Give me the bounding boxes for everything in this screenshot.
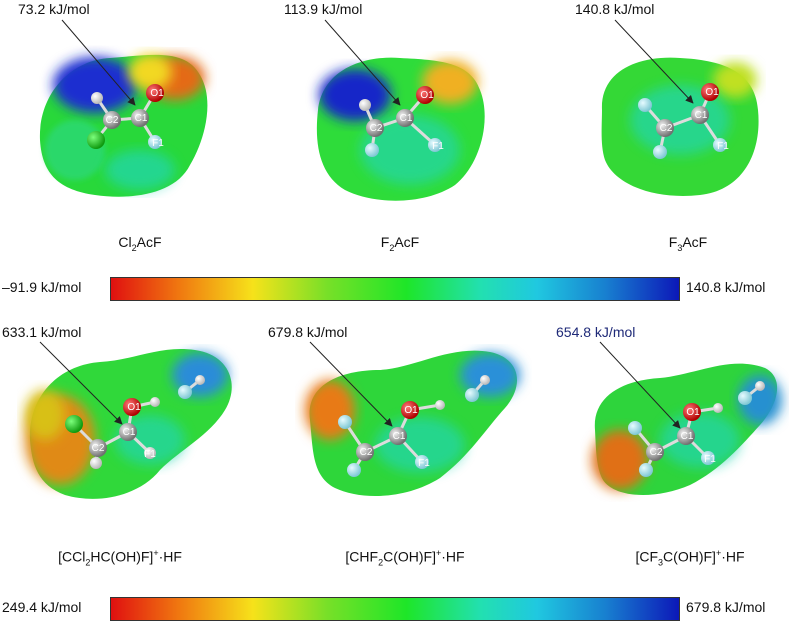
energy-label-cl2acf: 73.2 kJ/mol [18, 1, 90, 17]
energy-label-ccl2: 633.1 kJ/mol [2, 324, 82, 340]
atom-label-c2: C2 [660, 123, 673, 134]
atom-label-f1: F1 [152, 138, 164, 149]
atom-label-c2: C2 [92, 443, 105, 454]
molecule-name-f3acf: F3AcF [668, 234, 708, 253]
scale-top-min-label: –91.9 kJ/mol [2, 279, 82, 295]
surface-chf2cohf-hf [305, 350, 520, 497]
molecule-name-ccl2hcohf-hf: [CCl2HC(OH)F]+·HF [58, 548, 182, 568]
energy-label-chf2: 679.8 kJ/mol [268, 324, 348, 340]
color-scale-bottom [110, 597, 680, 621]
scale-bottom-min-label: 249.4 kJ/mol [2, 599, 82, 615]
surface-f2acf [316, 57, 485, 201]
atom-label-f1: F1 [432, 141, 444, 152]
scale-top-max-label: 140.8 kJ/mol [686, 279, 766, 295]
atom-label-o1: O1 [404, 405, 418, 416]
atom-label-o1: O1 [686, 407, 700, 418]
atom-labels: O1 C1 C2 F1 O1 C1 C2 F1 O1 C1 C2 F1 O1 C… [92, 87, 730, 469]
atom-label-c1: C1 [135, 113, 148, 124]
atom-label-c1: C1 [400, 113, 413, 124]
scale-bottom-max-label: 679.8 kJ/mol [686, 599, 766, 615]
atom-label-f1: F1 [144, 449, 156, 460]
atom-label-o1: O1 [705, 87, 719, 98]
energy-label-cf3: 654.8 kJ/mol [556, 324, 636, 340]
atom-label-c2: C2 [360, 447, 373, 458]
atom-label-c1: C1 [681, 431, 694, 442]
atom-label-f1: F1 [717, 141, 729, 152]
atom-label-c1: C1 [393, 431, 406, 442]
molecule-name-cf3cohf-hf: [CF3C(OH)F]+·HF [635, 548, 745, 568]
surface-cl2acf [39, 54, 208, 197]
atom-label-o1: O1 [150, 88, 164, 99]
atom-label-c1: C1 [123, 427, 136, 438]
atom-label-c2: C2 [370, 123, 383, 134]
energy-arrows [39, 19, 694, 429]
color-scale-top [110, 277, 680, 301]
molecule-name-f2acf: F2AcF [380, 234, 420, 253]
atom-label-f1: F1 [704, 454, 716, 465]
atom-label-c2: C2 [650, 447, 663, 458]
atoms-top [87, 83, 727, 159]
energy-label-f3acf: 140.8 kJ/mol [575, 1, 655, 17]
molecule-name-cl2acf: Cl2AcF [118, 234, 162, 253]
atom-label-f1: F1 [418, 458, 430, 469]
energy-label-f2acf: 113.9 kJ/mol [284, 1, 363, 17]
atom-label-c2: C2 [106, 115, 119, 126]
atoms-bottom [65, 375, 765, 477]
surface-f3acf [601, 57, 759, 196]
atom-label-c1: C1 [695, 110, 708, 121]
atom-label-o1: O1 [420, 90, 434, 101]
atom-label-o1: O1 [127, 402, 141, 413]
molecule-name-chf2cohf-hf: [CHF2C(OH)F]+·HF [345, 548, 465, 568]
